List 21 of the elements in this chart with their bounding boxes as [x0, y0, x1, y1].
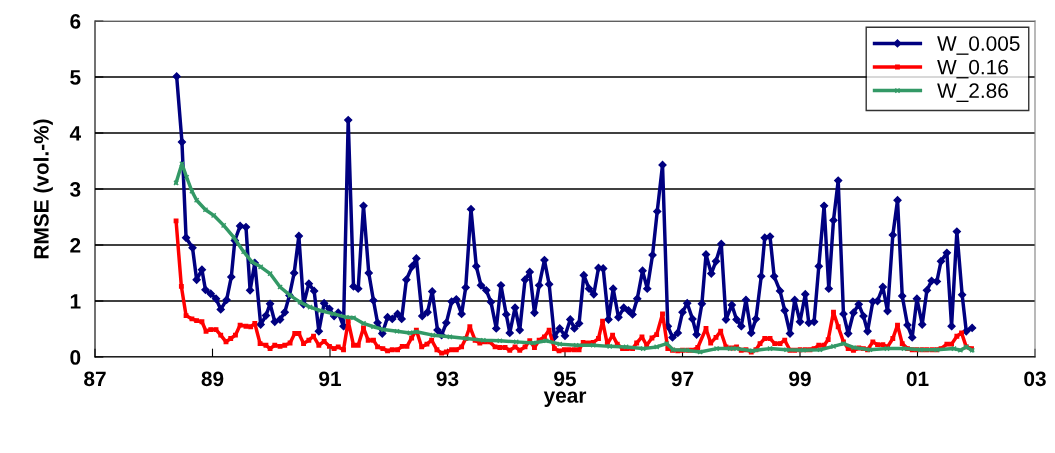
- legend-label: W_2.86: [937, 83, 1008, 102]
- x-tick-label: 03: [1024, 371, 1046, 387]
- y-axis-title: RMSE (vol.-%): [33, 119, 53, 259]
- legend-label: W_0.005: [937, 36, 1020, 55]
- y-tick-label: 6: [70, 14, 81, 29]
- y-tick-label: 4: [69, 126, 81, 141]
- legend-label: W_0.16: [937, 59, 1008, 79]
- x-tick-label: 87: [84, 371, 106, 387]
- y-tick-label: 0: [70, 350, 81, 365]
- x-tick-label: 93: [436, 371, 459, 387]
- x-tick-label: 99: [789, 371, 811, 387]
- y-tick-label: 5: [70, 70, 81, 85]
- y-tick-label: 3: [70, 182, 81, 197]
- x-tick-label: 01: [906, 371, 929, 387]
- x-axis-title: year: [543, 391, 587, 407]
- y-tick-label: 2: [70, 238, 81, 253]
- x-tick-label: 97: [671, 371, 694, 387]
- x-tick-label: 89: [201, 371, 224, 387]
- x-tick-label: 91: [319, 371, 342, 387]
- x-tick-label: 95: [554, 371, 577, 387]
- y-tick-label: 1: [70, 294, 81, 309]
